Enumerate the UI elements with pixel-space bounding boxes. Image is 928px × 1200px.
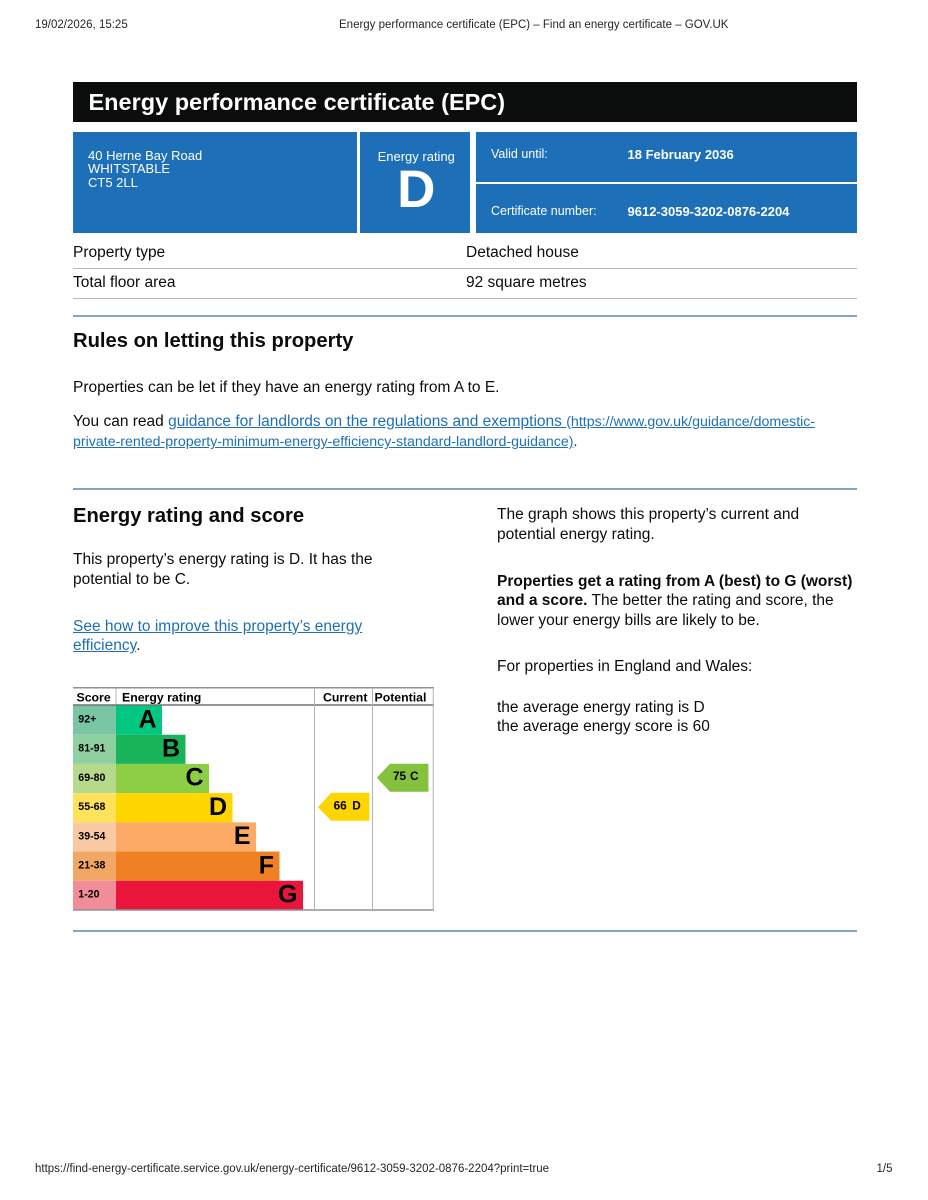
svg-text:69-80: 69-80: [78, 771, 105, 783]
svg-text:Energy rating: Energy rating: [122, 690, 201, 704]
svg-text:B: B: [161, 734, 179, 762]
svg-text:E: E: [233, 822, 250, 850]
svg-text:75: 75: [393, 769, 407, 783]
svg-text:G: G: [278, 880, 297, 908]
svg-text:21-38: 21-38: [78, 859, 105, 871]
svg-text:1-20: 1-20: [78, 888, 99, 900]
svg-text:D: D: [352, 798, 361, 812]
svg-text:81-91: 81-91: [78, 742, 105, 754]
svg-text:C: C: [410, 769, 419, 783]
svg-text:C: C: [185, 763, 203, 791]
svg-text:Potential: Potential: [374, 690, 426, 704]
svg-text:F: F: [258, 851, 273, 879]
svg-text:66: 66: [333, 798, 347, 812]
svg-text:Current: Current: [323, 690, 367, 704]
svg-text:A: A: [138, 705, 156, 733]
svg-text:92+: 92+: [78, 713, 96, 725]
svg-text:55-68: 55-68: [78, 801, 105, 813]
svg-text:Score: Score: [76, 690, 110, 704]
svg-text:39-54: 39-54: [78, 830, 105, 842]
svg-text:D: D: [208, 792, 226, 820]
